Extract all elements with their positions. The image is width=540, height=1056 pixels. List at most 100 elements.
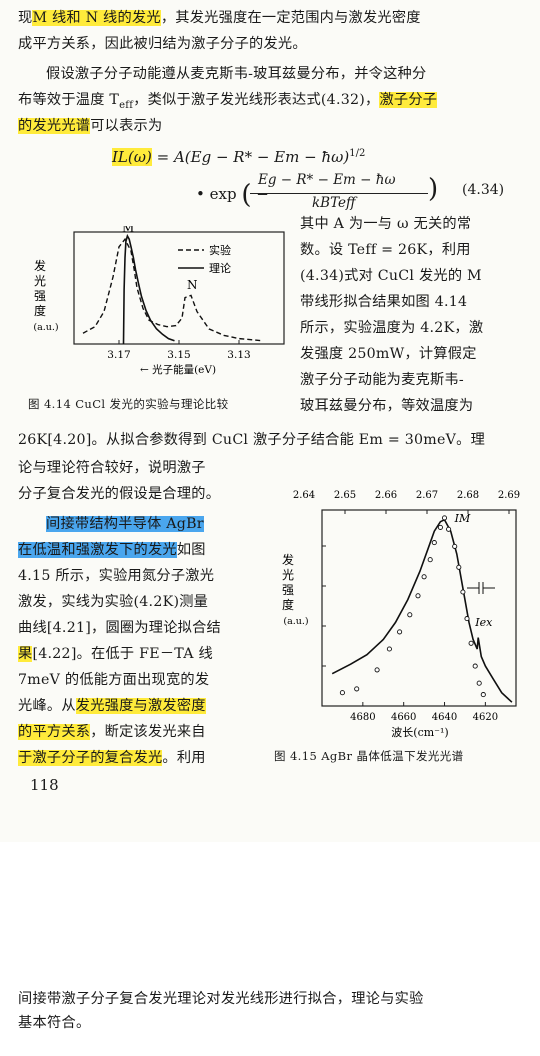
- highlighted-text: 在低温和强激发下的发光: [18, 542, 177, 558]
- plot-frame: [321, 509, 517, 707]
- text-segment: 光峰。从: [18, 698, 76, 714]
- x-axis-label: ← 光子能量(eV): [140, 363, 216, 376]
- text-segment: 分子复合发光的假设是合理的。: [18, 486, 221, 502]
- text-segment: eff: [119, 99, 134, 111]
- equation-denominator: kBTeff: [312, 195, 356, 211]
- theory-point: [476, 680, 482, 686]
- theory-point: [437, 524, 443, 530]
- top-tick-label: 2.67: [416, 490, 438, 501]
- theory-point: [480, 692, 486, 698]
- theory-point: [407, 612, 413, 618]
- y-axis-label: 度: [282, 597, 294, 612]
- text-segment: 7meV 的低能方面出现宽的发: [18, 672, 210, 688]
- text-segment: 4.15 所示，实验用氮分子激光: [18, 568, 215, 584]
- theory-point: [427, 557, 433, 563]
- y-axis-label: 强: [34, 289, 46, 303]
- equation-rhs: = A(Eg − R* − Em − ħω): [156, 148, 350, 166]
- theory-point: [374, 667, 380, 673]
- top-tick-label: 2.65: [334, 490, 356, 501]
- theory-series-line: [122, 233, 175, 345]
- equation-number: (4.34): [462, 182, 505, 198]
- text-line: 7meV 的低能方面出现宽的发: [18, 670, 209, 690]
- theory-point: [421, 574, 427, 580]
- x-tick-label: 3.13: [227, 349, 250, 361]
- text-line: 的发光光谱可以表示为: [18, 116, 162, 136]
- text-line: 发强度 250mW，计算假定: [300, 346, 477, 362]
- equation-line-2: • exp ( −: [196, 180, 269, 210]
- peak-label-iex: Iex: [474, 616, 493, 629]
- equation-exp-prefix: • exp: [196, 185, 237, 203]
- theory-point: [446, 526, 452, 532]
- highlighted-text: 激子分子: [379, 92, 438, 108]
- text-segment: 。利用: [162, 750, 206, 766]
- page-number: 118: [30, 776, 59, 794]
- text-line: 成平方关系，因此被归结为激子分子的发光。: [18, 34, 307, 54]
- theory-point: [441, 515, 448, 521]
- text-line: 4.15 所示，实验用氮分子激光: [18, 566, 214, 586]
- experiment-series-line: [331, 518, 513, 703]
- highlighted-text: 的平方关系: [18, 724, 91, 740]
- theory-point: [397, 629, 403, 635]
- text-line: 间接带结构半导体 AgBr: [46, 514, 204, 534]
- highlighted-text: M 线和 N 线的发光: [32, 10, 161, 26]
- text-line: 带线形拟合结果如图 4.14: [300, 294, 468, 310]
- text-segment: 成平方关系，因此被归结为激子分子的发光。: [18, 36, 307, 52]
- figure-4-14-caption: 图 4.14 CuCl 发光的实验与理论比较: [28, 397, 229, 411]
- equation-line-1: IL(ω) = A(Eg − R* − Em − ħω)1/2: [112, 148, 365, 166]
- y-axis-label: 光: [34, 274, 46, 288]
- equation-exponent: 1/2: [349, 148, 366, 159]
- text-line: 假设激子分子动能遵从麦克斯韦-玻耳兹曼分布，并令这种分: [46, 64, 426, 84]
- highlighted-text: 果: [18, 646, 33, 662]
- equation-numerator: Eg − R* − Em − ħω: [258, 172, 396, 188]
- text-line: 布等效于温度 Teff，类似于激子发光线形表达式(4.32)，激子分子: [18, 90, 438, 116]
- x-tick-label: 4640: [432, 712, 457, 723]
- highlighted-text: 间接带结构半导体 AgBr: [46, 516, 204, 532]
- legend-theory-label: 理论: [209, 261, 231, 275]
- book-page: 现M 线和 N 线的发光，其发光强度在一定范围内与激发光密度成平方关系，因此被归…: [18, 8, 521, 794]
- peak-label-im: IM: [454, 512, 471, 525]
- y-axis-label: 发: [282, 552, 294, 567]
- top-tick-label: 2.66: [375, 490, 397, 501]
- text-line: 玻耳兹曼分布，等效温度为: [300, 398, 474, 414]
- text-line: 所示，实验温度为 4.2K，激: [300, 320, 484, 336]
- top-tick-label: 2.64: [293, 490, 315, 501]
- text-segment: 假设激子分子动能遵从麦克斯韦-玻耳兹曼分布，并令这种分: [46, 66, 427, 82]
- top-tick-label: 2.68: [457, 490, 479, 501]
- theory-point: [464, 616, 470, 622]
- y-axis-label: 发: [34, 258, 46, 273]
- text-line: 果[4.22]。在低于 FE－TA 线: [18, 644, 213, 664]
- paren-open: (: [241, 180, 252, 210]
- highlighted-text: 的发光光谱: [18, 118, 91, 134]
- continuation-line: 间接带激子分子复合发光理论对发光线形进行拟合，理论与实验: [18, 991, 424, 1007]
- fraction-bar: [250, 193, 428, 194]
- text-line: (4.34)式对 CuCl 发光的 M: [300, 268, 482, 284]
- text-line: 数。设 Teff = 26K，利用: [300, 242, 471, 258]
- continuation-line: 基本符合。: [18, 1015, 91, 1031]
- y-axis-label: (a.u.): [33, 322, 58, 333]
- experiment-series-line: [82, 237, 264, 342]
- theory-point: [472, 663, 478, 669]
- text-segment: [4.22]。在低于 FE－TA 线: [32, 646, 213, 662]
- y-axis-label: 强: [282, 583, 294, 597]
- text-line: 现M 线和 N 线的发光，其发光强度在一定范围内与激发光密度: [18, 8, 421, 28]
- text-segment: ，类似于激子发光线形表达式(4.32)，: [133, 92, 380, 108]
- paren-close: ): [428, 174, 439, 204]
- text-line: 在低温和强激发下的发光如图: [18, 540, 206, 560]
- x-tick-label: 4660: [391, 712, 416, 723]
- paragraph-full-line: 26K[4.20]。从拟合参数得到 CuCl 激子分子结合能 Em = 30me…: [18, 432, 486, 448]
- x-tick-label: 4620: [473, 712, 498, 723]
- equation-lhs: IL(ω): [112, 148, 152, 166]
- theory-point: [386, 646, 392, 652]
- text-line: 于激子分子的复合发光。利用: [18, 748, 206, 768]
- text-segment: 如图: [176, 542, 206, 558]
- text-line: 激发，实线为实验(4.2K)测量: [18, 592, 208, 612]
- text-line: 曲线[4.21]，圆圈为理论拟合结: [18, 618, 221, 638]
- x-axis-label: 波长(cm⁻¹): [391, 726, 448, 739]
- peak-label-m: M: [122, 226, 134, 235]
- theory-point: [339, 690, 345, 696]
- figure-4-15-chart: 2.64 2.65 2.66 2.67 2.68 2.69 4680 4660 4640 4620…: [282, 490, 520, 739]
- text-segment: 可以表示为: [90, 118, 163, 134]
- text-segment: ，断定该发光来自: [90, 724, 206, 740]
- y-axis-label: (a.u.): [283, 616, 308, 627]
